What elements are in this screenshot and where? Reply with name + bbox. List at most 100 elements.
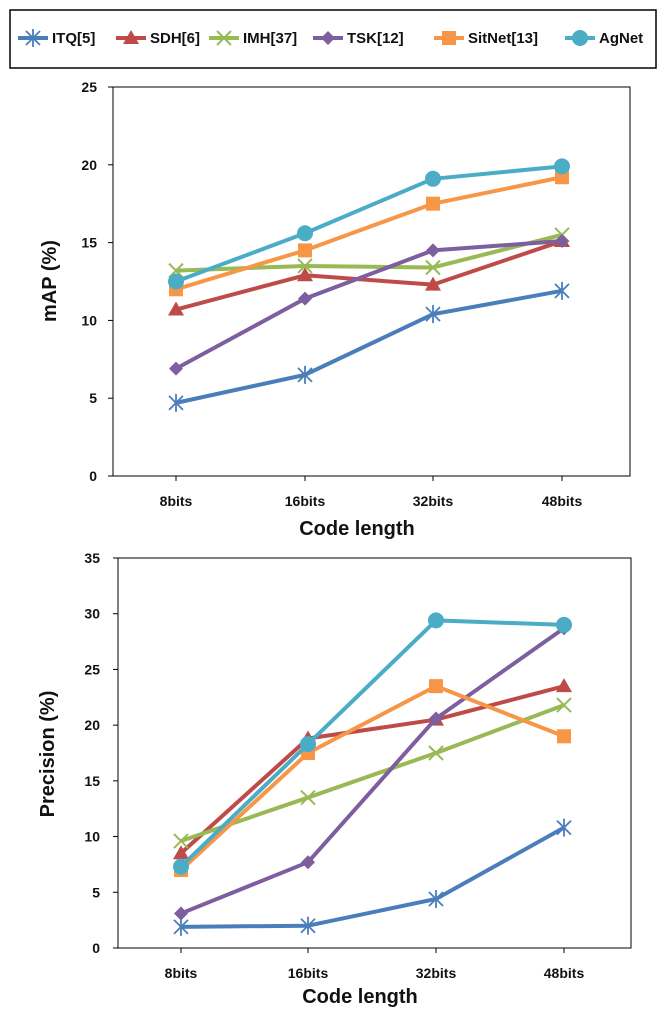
data-point xyxy=(556,678,572,693)
data-point xyxy=(556,697,572,713)
legend-marker xyxy=(123,30,139,44)
x-tick-label: 8bits xyxy=(165,965,198,981)
y-tick-label: 25 xyxy=(84,661,100,677)
y-tick-label: 15 xyxy=(84,773,100,789)
series-line xyxy=(179,684,565,872)
data-point xyxy=(169,361,183,376)
data-point xyxy=(555,170,569,185)
legend-label: ITQ[5] xyxy=(52,30,95,47)
y-tick-label: 10 xyxy=(84,829,100,845)
legend-entry-sitnet-13: SitNet[13] xyxy=(434,30,538,47)
legend: ITQ[5] SDH[6] IMH[37] TSK[12] SitNet[13] AgNe… xyxy=(9,9,657,69)
x-tick-label: 16bits xyxy=(288,965,329,981)
series-line xyxy=(175,164,563,284)
series-line xyxy=(175,175,563,292)
data-point xyxy=(297,225,313,242)
y-tick-label: 5 xyxy=(92,884,100,900)
y-tick-label: 25 xyxy=(81,79,97,95)
data-point xyxy=(428,612,444,629)
y-tick-label: 20 xyxy=(81,157,97,173)
data-point xyxy=(173,917,189,936)
data-point xyxy=(429,679,443,694)
series-itq-5 xyxy=(168,281,570,412)
legend-marker xyxy=(442,31,456,45)
legend-label: AgNet xyxy=(599,30,643,47)
plot-frame xyxy=(117,557,632,949)
y-axis-title: mAP (%) xyxy=(39,240,61,322)
data-point xyxy=(301,855,315,870)
x-axis-title: Code length xyxy=(299,518,415,540)
y-axis-title: Precision (%) xyxy=(37,691,59,818)
legend-entry-itq-5: ITQ[5] xyxy=(18,29,95,47)
legend-label: SDH[6] xyxy=(150,30,200,47)
series-line xyxy=(180,825,565,929)
legend-marker xyxy=(216,30,232,46)
legend-entry-sdh-6: SDH[6] xyxy=(116,30,200,47)
data-point xyxy=(173,845,189,860)
legend-entry-agnet: AgNet xyxy=(565,30,643,47)
x-ticks: 8bits 16bits 32bits 48bits xyxy=(160,476,583,509)
x-tick-label: 8bits xyxy=(160,493,193,509)
x-ticks: 8bits 16bits 32bits 48bits xyxy=(165,948,585,981)
series-line xyxy=(175,239,563,371)
series-group xyxy=(173,612,572,936)
x-axis-title: Code length xyxy=(302,986,418,1008)
data-point xyxy=(426,243,440,258)
data-point xyxy=(425,259,441,276)
legend-items: ITQ[5] SDH[6] IMH[37] TSK[12] SitNet[13] AgNe… xyxy=(18,29,643,47)
data-point xyxy=(168,393,184,412)
x-tick-label: 32bits xyxy=(413,493,454,509)
data-point xyxy=(297,258,313,274)
data-point xyxy=(429,711,443,726)
map-chart: 0 5 10 15 20 25 8bits 16bits 32bits 48bits Code … xyxy=(39,79,631,540)
series-line xyxy=(180,626,566,916)
data-point xyxy=(557,729,571,744)
series-imh-37 xyxy=(173,697,572,849)
data-point xyxy=(554,281,570,300)
data-point xyxy=(554,158,570,175)
y-tick-label: 0 xyxy=(89,468,97,484)
y-tick-label: 15 xyxy=(81,235,97,251)
data-point xyxy=(428,745,444,761)
x-tick-label: 32bits xyxy=(416,965,457,981)
data-point xyxy=(300,916,316,935)
x-tick-label: 48bits xyxy=(542,493,583,509)
x-tick-label: 16bits xyxy=(285,493,326,509)
data-point xyxy=(174,906,188,921)
precision-chart: 0 5 10 15 20 25 30 35 8bits 16bits 32bits 48bits C… xyxy=(37,550,632,1008)
data-point xyxy=(300,789,316,806)
series-line xyxy=(175,239,563,312)
y-tick-label: 10 xyxy=(81,312,97,328)
series-agnet xyxy=(168,158,570,290)
data-point xyxy=(297,267,313,282)
data-point xyxy=(297,365,313,384)
data-point xyxy=(168,301,184,316)
series-line xyxy=(175,288,563,405)
data-point xyxy=(555,234,569,249)
legend-marker xyxy=(572,30,588,46)
y-tick-label: 20 xyxy=(84,717,100,733)
data-point xyxy=(428,889,444,908)
legend-entry-imh-37: IMH[37] xyxy=(209,30,297,47)
data-point xyxy=(298,291,312,306)
legend-label: TSK[12] xyxy=(347,30,404,47)
data-point xyxy=(425,305,441,324)
legend-entry-tsk-12: TSK[12] xyxy=(313,30,404,47)
y-ticks: 0 5 10 15 20 25 30 35 xyxy=(84,550,118,956)
series-line xyxy=(179,618,565,869)
y-tick-label: 35 xyxy=(84,550,100,566)
data-point xyxy=(300,736,316,753)
series-group xyxy=(168,158,570,412)
data-point xyxy=(556,616,572,633)
data-point xyxy=(425,276,441,291)
series-tsk-12 xyxy=(169,234,569,376)
x-tick-label: 48bits xyxy=(544,965,585,981)
y-tick-label: 30 xyxy=(84,606,100,622)
series-line xyxy=(179,684,565,855)
legend-marker xyxy=(25,29,41,47)
series-sitnet-13 xyxy=(169,170,569,297)
data-point xyxy=(173,833,189,849)
legend-label: IMH[37] xyxy=(243,30,297,47)
series-agnet xyxy=(173,612,572,875)
